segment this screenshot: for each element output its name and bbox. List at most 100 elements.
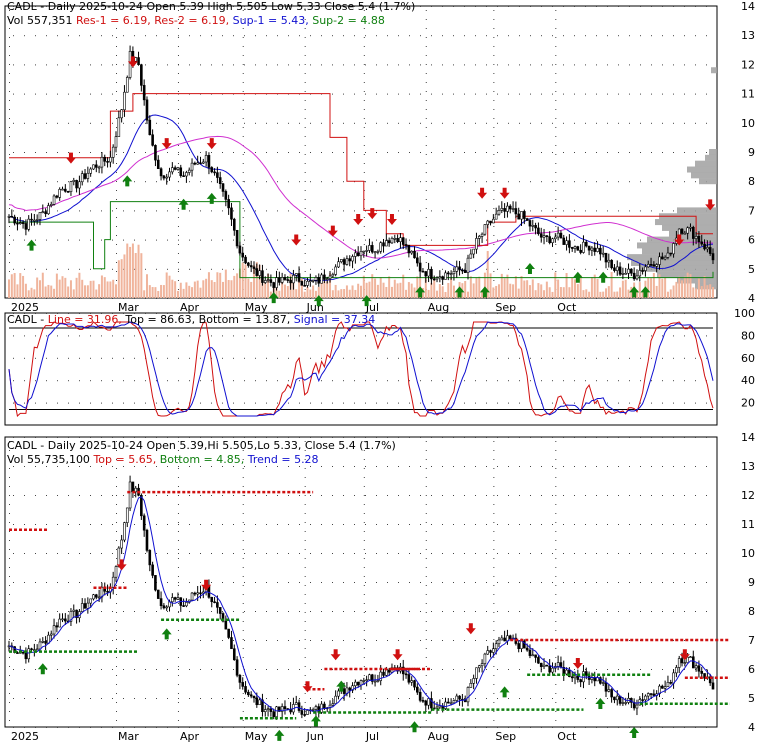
grid-dot xyxy=(244,335,245,337)
grid-dot xyxy=(116,459,118,460)
grid-dot xyxy=(563,268,564,270)
volume-bar xyxy=(371,274,374,298)
candle-down xyxy=(534,225,537,229)
grid-dot xyxy=(266,357,267,359)
grid-dot xyxy=(304,504,306,505)
grid-dot xyxy=(695,582,696,583)
grid-dot xyxy=(304,684,306,685)
grid-dot xyxy=(211,268,212,270)
grid-dot xyxy=(222,122,223,124)
grid-dot xyxy=(35,611,36,612)
grid-dot xyxy=(493,100,495,101)
volume-bar xyxy=(619,287,622,298)
grid-dot xyxy=(68,553,69,554)
grid-dot xyxy=(508,582,509,583)
grid-dot xyxy=(442,669,443,670)
volume-bar xyxy=(376,284,379,298)
grid-dot xyxy=(541,35,542,37)
candle-up xyxy=(41,641,45,643)
grid-dot xyxy=(453,640,454,641)
grid-dot xyxy=(493,720,495,721)
grid-dot xyxy=(310,181,311,183)
volume-bar xyxy=(424,277,427,298)
grid-dot xyxy=(90,640,91,641)
grid-dot xyxy=(585,524,586,525)
grid-dot xyxy=(585,152,586,153)
grid-dot xyxy=(596,239,597,241)
grid-dot xyxy=(695,152,696,153)
candle-up xyxy=(258,699,261,706)
grid-dot xyxy=(493,262,495,263)
grid-dot xyxy=(387,181,388,183)
volume-bar xyxy=(399,282,402,298)
grid-dot xyxy=(453,698,454,699)
grid-dot xyxy=(90,495,91,496)
grid-dot xyxy=(90,268,91,270)
candle-down xyxy=(145,99,149,121)
volume-bar xyxy=(554,272,557,298)
grid-dot xyxy=(112,669,113,670)
grid-dot xyxy=(255,268,256,270)
grid-dot xyxy=(9,558,10,559)
volume-bar xyxy=(430,282,433,298)
grid-dot xyxy=(555,711,557,712)
grid-dot xyxy=(365,122,366,124)
grid-dot xyxy=(277,298,278,299)
grid-dot xyxy=(200,298,201,299)
candle-up xyxy=(89,168,92,174)
candle-down xyxy=(64,188,67,192)
grid-dot xyxy=(398,181,399,183)
candle-up xyxy=(97,596,101,599)
grid-dot xyxy=(242,504,244,505)
volume-bar xyxy=(500,273,503,298)
grid-dot xyxy=(425,154,427,155)
candle-up xyxy=(379,671,383,681)
grid-dot xyxy=(425,486,427,487)
grid-dot xyxy=(13,268,14,270)
grid-dot xyxy=(233,298,234,299)
grid-dot xyxy=(673,553,674,554)
grid-dot xyxy=(530,298,531,299)
grid-dot xyxy=(530,553,531,554)
y-tick-label: 6 xyxy=(748,663,755,676)
grid-dot xyxy=(442,437,443,438)
candle-down xyxy=(255,697,259,706)
grid-dot xyxy=(156,6,157,7)
candle-up xyxy=(202,591,205,594)
grid-dot xyxy=(332,298,333,299)
grid-dot xyxy=(354,524,355,525)
candle-down xyxy=(261,699,264,713)
grid-dot xyxy=(629,727,630,728)
grid-dot xyxy=(310,582,311,583)
candle-up xyxy=(385,240,388,247)
grid-dot xyxy=(242,531,244,532)
grid-dot xyxy=(266,640,267,641)
candle-up xyxy=(176,597,180,600)
grid-dot xyxy=(640,611,641,612)
grid-dot xyxy=(530,93,531,95)
grid-dot xyxy=(200,122,201,124)
grid-dot xyxy=(255,669,256,670)
grid-dot xyxy=(695,611,696,612)
grid-dot xyxy=(706,313,707,314)
grid-dot xyxy=(255,698,256,699)
grid-dot xyxy=(497,582,498,583)
candle-up xyxy=(128,481,132,509)
grid-dot xyxy=(453,495,454,496)
grid-dot xyxy=(304,109,306,110)
grid-dot xyxy=(574,727,575,728)
grid-dot xyxy=(321,582,322,583)
candle-down xyxy=(94,164,98,168)
volume-bar xyxy=(421,287,424,298)
grid-dot xyxy=(156,402,157,404)
grid-dot xyxy=(255,335,256,337)
volume-bar xyxy=(216,272,219,298)
grid-dot xyxy=(387,524,388,525)
candle-up xyxy=(624,272,628,275)
grid-dot xyxy=(695,122,696,124)
candle-up xyxy=(263,280,267,283)
candle-up xyxy=(292,274,295,284)
grid-dot xyxy=(363,522,365,523)
candle-down xyxy=(418,691,422,701)
grid-dot xyxy=(299,402,300,404)
